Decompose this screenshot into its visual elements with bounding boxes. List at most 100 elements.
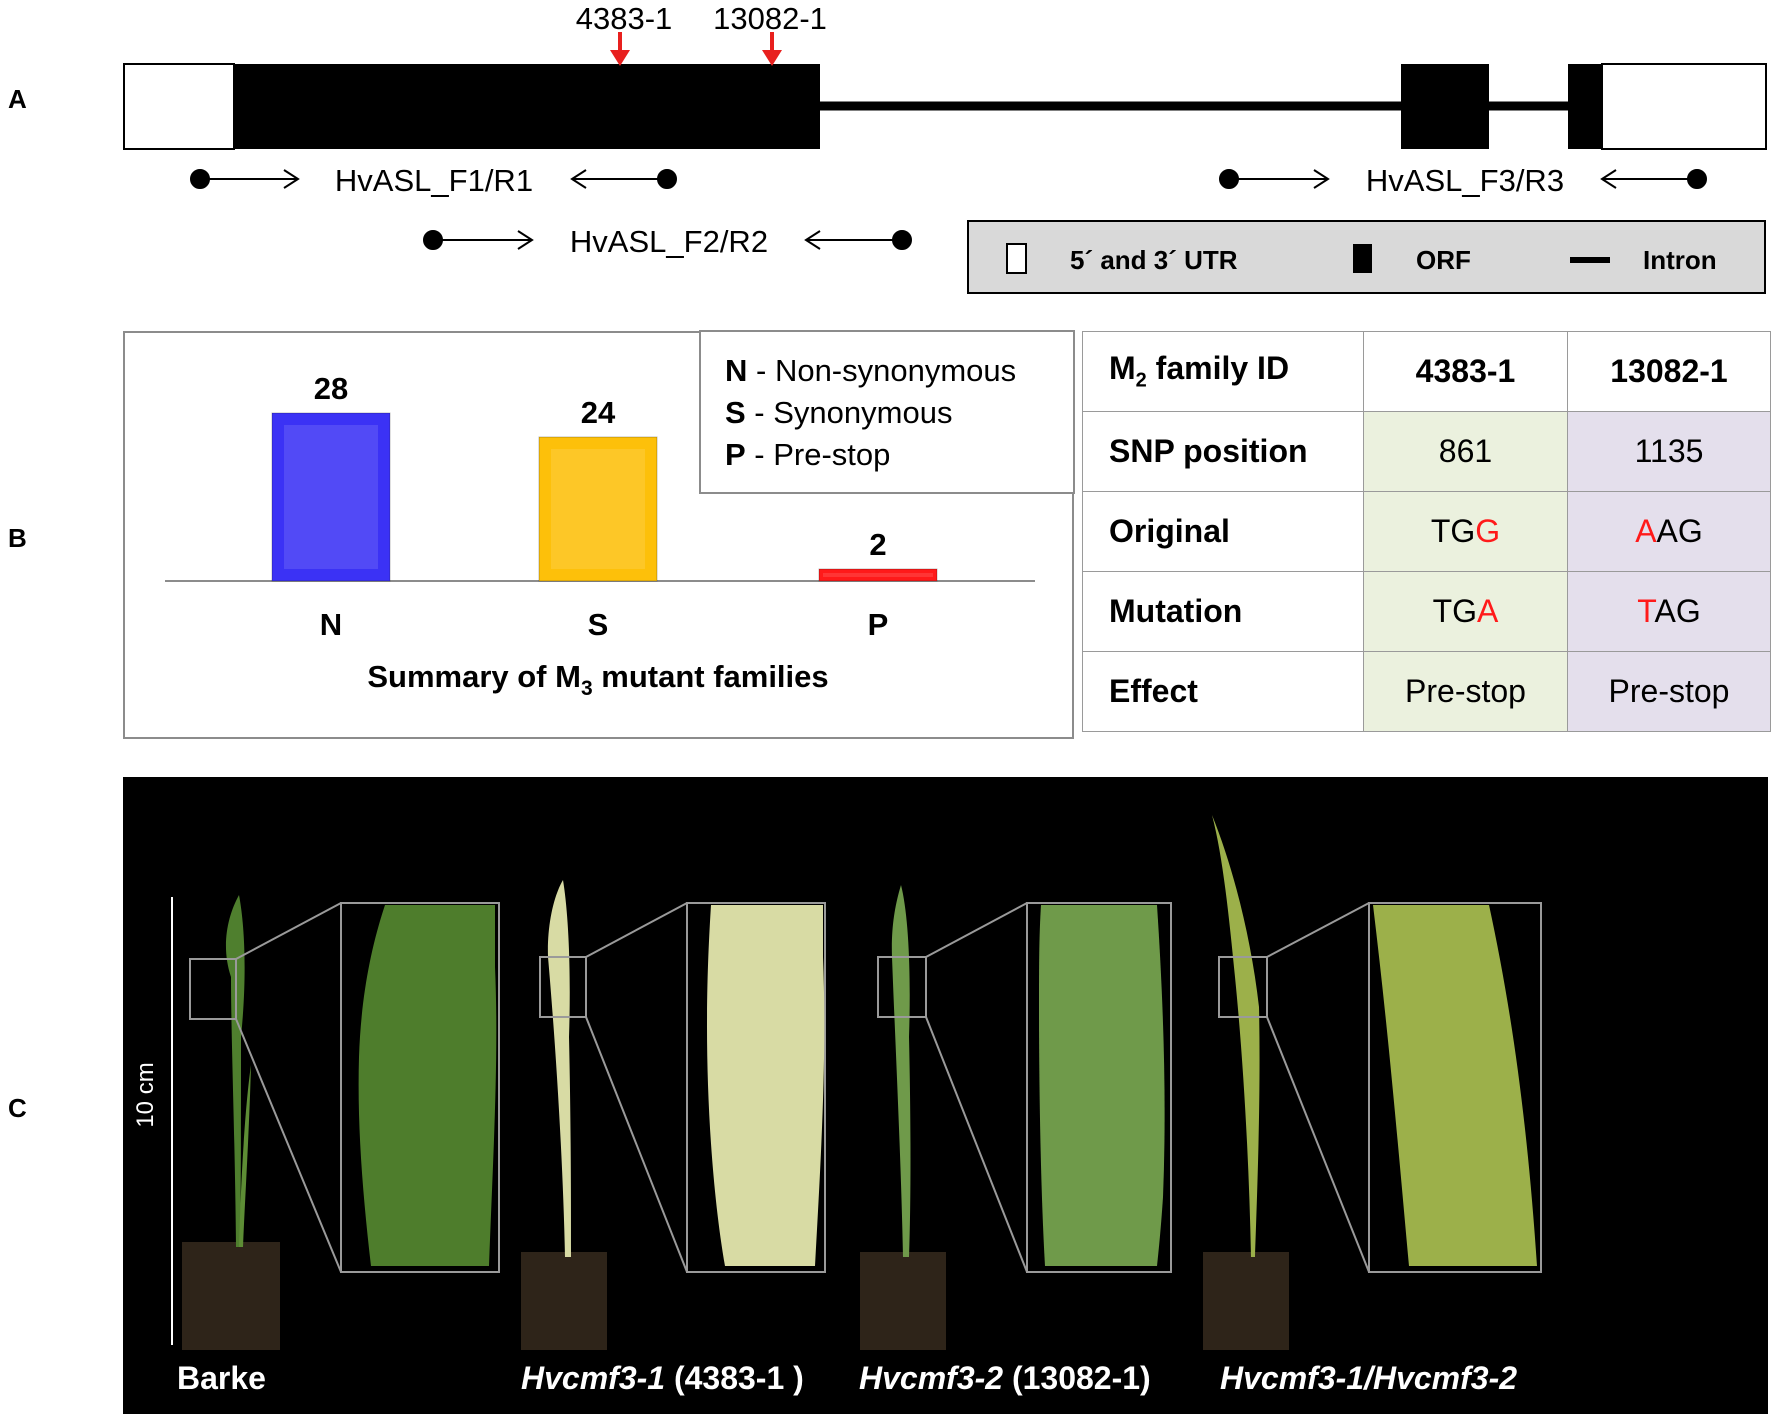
leaf-closeup — [707, 905, 825, 1266]
legend-key-s: S — [725, 395, 746, 430]
caption-barke: Barke — [177, 1360, 266, 1396]
bar-p — [818, 568, 938, 582]
cell-original-4383-1: TGG — [1363, 491, 1568, 572]
row-label-mutation: Mutation — [1082, 571, 1364, 652]
primer-label-f3r3: HvASL_F3/R3 — [1366, 163, 1564, 198]
legend-key-p: P — [725, 437, 746, 472]
cell-effect-4383-1: Pre-stop — [1363, 651, 1568, 732]
zoom-frame — [1026, 902, 1172, 1273]
mutant-summary-chart-frame — [123, 331, 1074, 739]
chart-legend-p: P - Pre-stop — [725, 437, 890, 472]
legend-utr-label: 5´ and 3´ UTR — [1070, 245, 1238, 275]
leaf-closeup — [358, 905, 497, 1266]
leaf-closeup — [1373, 905, 1537, 1266]
gene-model-diagram: 4383-1 13082-1 HvASL_F1/R1 HvASL_F2/R2 H… — [123, 1, 1767, 294]
row-label-effect: Effect — [1082, 651, 1364, 732]
zoom-frame — [1368, 902, 1542, 1273]
exon-1 — [234, 64, 820, 149]
panel-label-c: C — [8, 1093, 27, 1123]
zoom-frame — [686, 902, 826, 1273]
mutation-label-13082-1: 13082-1 — [713, 1, 827, 36]
soil-pot — [182, 1242, 280, 1350]
soil-pot — [521, 1252, 607, 1350]
zoom-box — [877, 956, 927, 1018]
soil-pot — [1203, 1252, 1289, 1350]
row-label-snp-position: SNP position — [1082, 411, 1364, 492]
plant-photo-illustration: 10 cm — [132, 815, 1542, 1350]
plant-photo-panel: 10 cm — [123, 777, 1768, 1414]
primer-pair-1 — [190, 169, 677, 189]
snp-table-header: M2 family ID 4383-1 13082-1 — [1082, 331, 1771, 412]
caption-hvcmf3-1-hvcmf3-2: Hvcmf3-1/Hvcmf3-2 — [1220, 1360, 1518, 1396]
snp-table: M2 family ID 4383-1 13082-1 SNP position… — [1082, 331, 1771, 732]
bar-s — [538, 436, 658, 582]
utr-5-box — [123, 63, 235, 150]
category-label-s: S — [588, 607, 609, 642]
mutation-arrow-2 — [762, 32, 782, 66]
gene-legend — [967, 220, 1766, 294]
caption-hvcmf3-2: Hvcmf3-2 (13082-1) — [859, 1360, 1151, 1396]
mutation-row: Mutation TGA TAG — [1082, 571, 1771, 652]
header-4383-1: 4383-1 — [1363, 331, 1568, 412]
legend-orf-label: ORF — [1416, 245, 1471, 275]
zoom-box — [1218, 956, 1268, 1018]
zoom-box — [539, 956, 587, 1018]
snp-position-row: SNP position 861 1135 — [1082, 411, 1771, 492]
plant-hvcmf3-2 — [860, 885, 1172, 1350]
utr-legend-icon — [1006, 243, 1027, 274]
mutation-label-4383-1: 4383-1 — [576, 1, 673, 36]
legend-intron-label: Intron — [1643, 245, 1717, 275]
scale-bar-label: 10 cm — [132, 1062, 159, 1127]
soil-pot — [860, 1252, 946, 1350]
legend-desc-s: - Synonymous — [746, 395, 953, 430]
zoom-box — [189, 958, 237, 1020]
chart-legend-box — [699, 330, 1075, 494]
legend-desc-p: - Pre-stop — [746, 437, 891, 472]
exon-2 — [1401, 64, 1489, 149]
cell-mutation-4383-1: TGA — [1363, 571, 1568, 652]
bar-bevel-p — [823, 573, 933, 577]
orf-legend-icon — [1353, 244, 1372, 273]
bar-bevel-s — [551, 449, 645, 569]
bar-n — [271, 412, 391, 582]
effect-row: Effect Pre-stop Pre-stop — [1082, 651, 1771, 732]
chart-legend-s: S - Synonymous — [725, 395, 952, 430]
legend-desc-n: - Non-synonymous — [747, 353, 1016, 388]
cell-snp-position-4383-1: 861 — [1363, 411, 1568, 492]
mutant-summary-chart: N - Non-synonymous S - Synonymous P - Pr… — [165, 330, 1075, 700]
original-row: Original TGG AAG — [1082, 491, 1771, 572]
bar-value-label-s: 24 — [581, 395, 616, 430]
plant-hvcmf3-1 — [521, 880, 826, 1350]
primer-pair-2 — [423, 230, 912, 250]
intron-legend-icon — [1570, 257, 1610, 263]
cell-original-13082-1: AAG — [1567, 491, 1771, 572]
header-family-id: M2 family ID — [1082, 331, 1364, 412]
plant-barke — [182, 895, 500, 1350]
primer-label-f1r1: HvASL_F1/R1 — [335, 163, 533, 198]
cell-mutation-13082-1: TAG — [1567, 571, 1771, 652]
exon-3 — [1568, 64, 1602, 149]
chart-legend-n: N - Non-synonymous — [725, 353, 1016, 388]
header-13082-1: 13082-1 — [1567, 331, 1771, 412]
svg-text:S - Synonymous: S - Synonymous — [725, 395, 952, 430]
plant-hvcmf3-1-hvcmf3-2 — [1203, 815, 1542, 1350]
leaf-closeup — [1039, 905, 1165, 1266]
bar-value-label-p: 2 — [869, 527, 886, 562]
panel-label-a: A — [8, 84, 27, 114]
svg-text:P - Pre-stop: P - Pre-stop — [725, 437, 890, 472]
cell-effect-13082-1: Pre-stop — [1567, 651, 1771, 732]
bar-value-label-n: 28 — [314, 371, 348, 406]
panel-label-b: B — [8, 523, 27, 553]
row-label-original: Original — [1082, 491, 1364, 572]
mutation-arrow-1 — [610, 32, 630, 66]
utr-3-box — [1601, 63, 1767, 150]
zoom-frame — [340, 902, 500, 1273]
category-label-n: N — [320, 607, 342, 642]
caption-hvcmf3-1: Hvcmf3-1 (4383-1 ) — [521, 1360, 804, 1396]
svg-text:N - Non-synonymous: N - Non-synonymous — [725, 353, 1016, 388]
category-label-p: P — [868, 607, 889, 642]
chart-xlabel: Summary of M3 mutant families — [367, 659, 828, 700]
cell-snp-position-13082-1: 1135 — [1567, 411, 1771, 492]
legend-key-n: N — [725, 353, 747, 388]
primer-label-f2r2: HvASL_F2/R2 — [570, 224, 768, 259]
